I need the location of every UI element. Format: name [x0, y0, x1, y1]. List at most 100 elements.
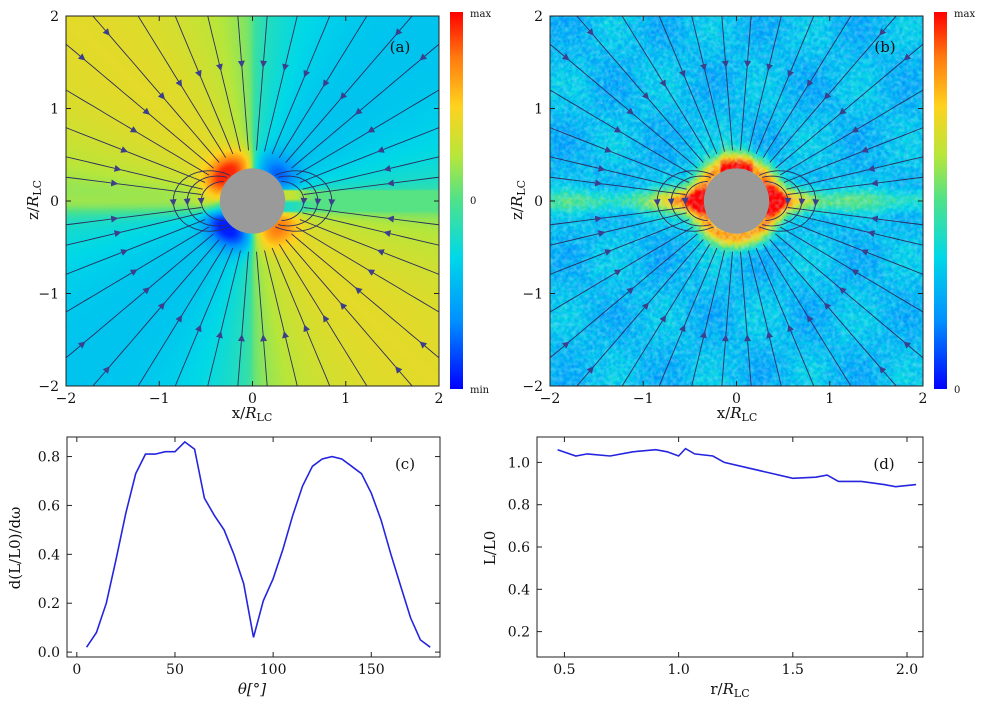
streamline-b [550, 226, 694, 313]
streamline-arrow-a [101, 25, 110, 36]
streamline-b [658, 247, 718, 386]
y-tick-label-a: 2 [50, 9, 59, 25]
y-tick-label-b: 0 [534, 194, 543, 210]
streamline-arrow-a [322, 75, 331, 88]
y-tick-label-d: 0.4 [508, 582, 530, 598]
streamline-arrow-a [383, 230, 397, 238]
x-axis-label-d: r/RLC [710, 680, 749, 700]
x-tick-label-a: −1 [149, 391, 170, 407]
streamline-arrow-b [585, 25, 594, 36]
y-tick-label-d: 0.8 [508, 498, 530, 514]
plot-frame-d [536, 436, 924, 658]
streamline-arrow-b [870, 179, 885, 187]
streamline-arrow-a [386, 179, 401, 187]
streamline-arrow-b [852, 388, 858, 398]
y-axis-label-c: d(L/L0)/dω [6, 507, 24, 590]
streamline-arrow-b [699, 330, 707, 345]
colorbar-b-zero-label: 0 [954, 385, 960, 396]
streamline-a [92, 239, 220, 386]
colorbar-b-max-label: max [954, 9, 975, 20]
streamline-arrow-b [623, 106, 635, 115]
streamline-arrow-b [957, 171, 969, 173]
streamline-b [621, 16, 711, 158]
streamline-a [291, 233, 439, 359]
y-tick-label-b: −2 [522, 379, 543, 395]
streamline-arrow-b [504, 171, 516, 173]
streamline-arrow-b [610, 269, 622, 277]
panel-c: 0 50 100 150 0.0 0.2 0.4 0.6 0.8 (c) θ[°] d(L/L0… [6, 436, 441, 698]
streamline-a [278, 244, 368, 386]
x-tick-label-a: 2 [435, 391, 444, 407]
streamline-arrow-b [744, 334, 752, 348]
panel-label-a-text: (a) [390, 38, 411, 56]
streamline-arrow-b [851, 269, 863, 277]
streamline-arrow-b [538, 83, 548, 89]
streamline-arrow-a [131, 4, 137, 14]
streamline-a [278, 16, 368, 158]
panel-label-a-bg [393, 38, 415, 56]
streamline-arrow-b [559, 341, 570, 351]
streamline-arrow-a [260, 334, 268, 348]
x-axis-label-a-main: x/ [232, 404, 246, 422]
streamline-a [66, 207, 202, 226]
streamline-arrow-b [957, 229, 969, 231]
y-axis-label-d: L/L0 [481, 531, 499, 566]
colorbar-a [450, 12, 463, 389]
panel-label-b: (b) [874, 38, 895, 56]
streamline-b [740, 16, 752, 151]
y-tick-label-b: 2 [534, 9, 543, 25]
x-axis-label-d-main: r/ [710, 680, 723, 698]
streamline-arrow-b [640, 302, 649, 313]
streamline-arrow-a [386, 215, 401, 223]
streamline-b [762, 244, 852, 386]
colorbar-b [934, 12, 947, 389]
streamline-arrow-b [867, 230, 881, 238]
y-tick-label-a: 0 [50, 194, 59, 210]
streamline-arrow-b [951, 147, 963, 150]
streamline-arrow-a [75, 341, 86, 351]
x-tick-label-d: 1.0 [667, 662, 689, 678]
streamline-arrow-b [879, 366, 888, 377]
streamline-arrow-b [658, 75, 667, 88]
streamline-b [779, 89, 923, 176]
streamline-arrow-b [599, 249, 613, 256]
streamline-arrow-b [610, 125, 622, 133]
streamline-b [550, 219, 690, 275]
streamline-arrow-b [787, 65, 794, 78]
streamline-a [66, 156, 203, 190]
streamline-arrow-a [304, 414, 307, 426]
streamline-arrow-b [766, 330, 774, 345]
panel-label-a: (a) [390, 38, 411, 56]
streamline-arrow-b [592, 230, 606, 238]
streamline-b [769, 16, 897, 163]
streamline-arrow-a [473, 171, 485, 173]
streamline-arrow-b [852, 4, 858, 14]
streamline-b [769, 239, 897, 386]
axis-ticks-b: −2 −1 0 1 2 −2 −1 0 1 2 [522, 9, 927, 407]
streamline-a [271, 16, 331, 155]
streamline-arrow-b [951, 252, 963, 255]
streamline-arrow-a [322, 314, 331, 327]
streamline-arrow-b [824, 302, 833, 313]
streamline-a [137, 16, 227, 158]
streamline-a [66, 176, 202, 195]
streamline-b [658, 16, 718, 155]
streamline-arrow-a [340, 89, 349, 100]
streamline-a [66, 89, 210, 176]
streamline-b [550, 43, 698, 169]
streamline-a [66, 226, 210, 313]
streamline-b [786, 212, 923, 246]
x-tick-label-d: 2.0 [896, 662, 918, 678]
streamline-arrow-b [903, 341, 914, 351]
streamline-arrow-b [559, 51, 570, 61]
streamline-a [303, 176, 439, 195]
streamline-arrow-b [838, 106, 850, 115]
series-line-c [85, 440, 431, 648]
streamline-arrow-a [131, 388, 137, 398]
streamline-b [748, 250, 782, 386]
x-tick-label-d: 0.5 [553, 662, 575, 678]
axis-ticks-d: 0.5 1.0 1.5 2.0 0.2 0.4 0.6 0.8 1.0 [508, 437, 923, 678]
streamline-a [256, 251, 268, 386]
streamline-b [550, 127, 690, 183]
